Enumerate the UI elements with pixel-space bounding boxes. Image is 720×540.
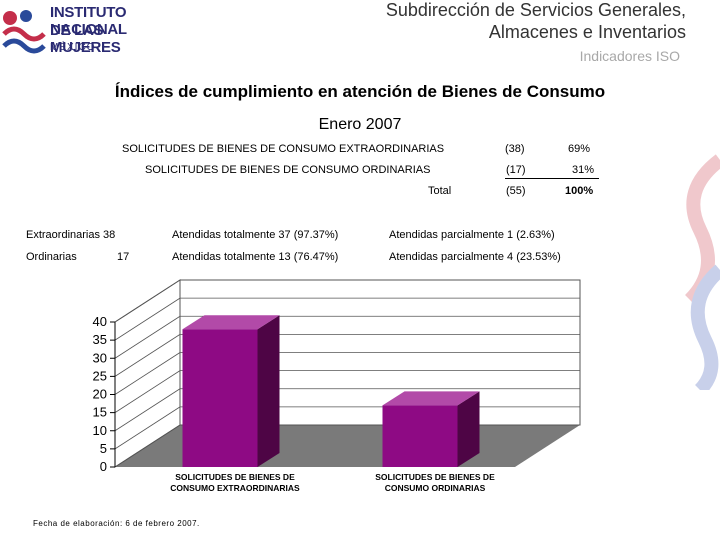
summary-row-label: SOLICITUDES DE BIENES DE CONSUMO ORDINAR… [145,164,431,176]
y-tick-label: 40 [93,314,107,329]
page-title: Índices de cumplimiento en atención de B… [114,82,606,101]
bar-chart: 0 5 10 15 20 25 30 35 40 SOLICITUDES DE BIENES DE… [93,279,581,493]
attention-total: Atendidas totalmente 37 (97.37%) [172,229,339,241]
attention-type: Extraordinarias 38 [26,229,116,241]
summary-row-pct: 69% [568,143,591,155]
y-tick-label: 15 [93,405,107,420]
logo: INSTITUTO NACIONAL DE LAS MUJERES MÉXICO [0,0,175,62]
attention-count: 17 [117,251,130,263]
bar [182,329,258,467]
attention-type: Ordinarias [26,251,77,263]
bar-side [457,391,480,467]
bar-top [382,391,480,406]
header-dept-line1: Subdirección de Servicios Generales, [385,0,686,20]
gridline [114,279,181,323]
summary-row-label: SOLICITUDES DE BIENES DE CONSUMO EXTRAOR… [122,143,445,155]
x-tick-label: SOLICITUDES DE BIENES DE [175,472,295,482]
y-tick-label: 20 [93,387,107,402]
y-tick-label: 0 [100,459,107,474]
attention-partial: Atendidas parcialmente 4 (23.53%) [389,251,561,263]
footer-date: Fecha de elaboración: 6 de febrero 2007. [33,519,200,528]
gridline [114,352,181,395]
logo-text-line1: INSTITUTO NACIONAL [50,4,127,38]
attention-partial: Atendidas parcialmente 1 (2.63%) [389,229,555,241]
summary-row-count: (38) [505,143,525,155]
x-tick-label: CONSUMO EXTRAORDINARIAS [170,483,300,493]
header-indicators: Indicadores ISO [579,48,680,64]
y-tick-label: 25 [93,368,107,383]
bar [382,405,458,467]
bar-top [182,315,280,330]
summary-total-label: Total [428,185,452,197]
gridline [114,406,181,450]
gridline [114,388,181,432]
x-tick-label: SOLICITUDES DE BIENES DE [375,472,495,482]
attention-total: Atendidas totalmente 13 (76.47%) [172,251,339,263]
header-dept-line2: Almacenes e Inventarios [488,22,686,42]
logo-text-line2: DE LAS MUJERES [50,22,121,56]
y-tick-label: 5 [100,441,107,456]
logo-text-line3: MÉXICO [50,42,96,53]
y-tick-label: 30 [93,350,107,365]
bar-side [257,315,280,467]
x-tick-label: CONSUMO ORDINARIAS [385,483,486,493]
gridline [114,424,181,468]
gridline [114,315,181,359]
summary-row-count: (17) [506,164,526,176]
gridline [114,334,181,377]
gridline [114,370,181,413]
period-title: Enero 2007 [318,116,402,133]
decorative-ribbon-icon [684,154,720,390]
gridline [114,297,181,341]
summary-total-count: (55) [506,185,526,197]
summary-row-pct: 31% [572,164,595,176]
y-tick-label: 10 [93,423,107,438]
summary-total-pct: 100% [565,185,594,197]
logo-mark-icon [2,10,46,54]
summary-divider [505,178,599,179]
y-tick-label: 35 [93,332,107,347]
